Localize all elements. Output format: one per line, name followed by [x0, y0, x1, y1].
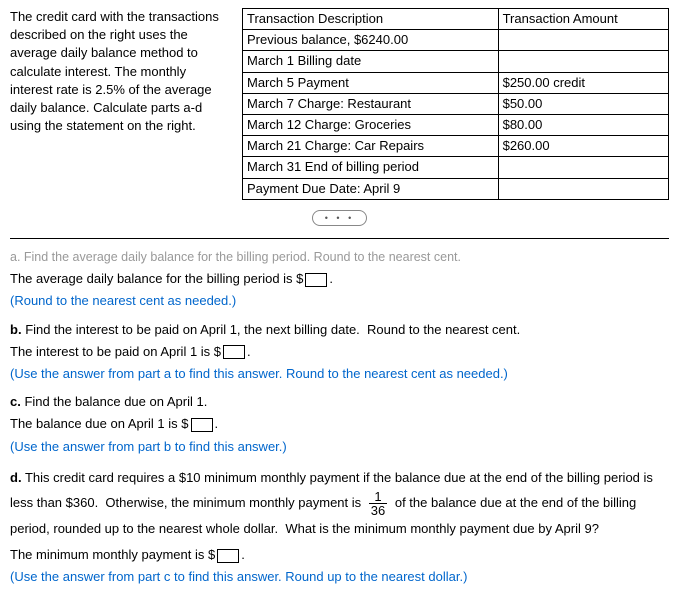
frac-num: 1	[369, 490, 387, 504]
th-desc: Transaction Description	[243, 9, 499, 30]
part-d-answer-line: The minimum monthly payment is $.	[10, 546, 669, 564]
problem-intro: The credit card with the transactions de…	[10, 8, 230, 200]
divider	[10, 238, 669, 239]
cell-desc: March 5 Payment	[243, 72, 499, 93]
part-d-prompt: d. d. This credit card requires a $10 mi…	[10, 466, 669, 542]
text: .	[247, 344, 251, 359]
text: The balance due on April 1 is $	[10, 416, 189, 431]
part-d: d. d. This credit card requires a $10 mi…	[10, 466, 669, 587]
part-a-hint: (Round to the nearest cent as needed.)	[10, 292, 669, 310]
cell-desc: Previous balance, $6240.00	[243, 30, 499, 51]
part-b-hint: (Use the answer from part a to find this…	[10, 365, 669, 383]
part-b-prompt: b. b. Find the interest to be paid on Ap…	[10, 321, 669, 339]
answer-input-a[interactable]	[305, 273, 327, 287]
transactions-table: Transaction Description Transaction Amou…	[242, 8, 669, 200]
table-row: March 31 End of billing period	[243, 157, 669, 178]
table-row: March 21 Charge: Car Repairs$260.00	[243, 136, 669, 157]
answer-input-b[interactable]	[223, 345, 245, 359]
more-icon[interactable]: • • •	[312, 210, 367, 226]
part-c-answer-line: The balance due on April 1 is $.	[10, 415, 669, 433]
cell-amt	[498, 51, 668, 72]
table-row: Payment Due Date: April 9	[243, 178, 669, 199]
cell-amt: $80.00	[498, 114, 668, 135]
answer-input-c[interactable]	[191, 418, 213, 432]
cell-amt	[498, 30, 668, 51]
cell-desc: Payment Due Date: April 9	[243, 178, 499, 199]
text: .	[329, 271, 333, 286]
table-row: Previous balance, $6240.00	[243, 30, 669, 51]
table-row: March 1 Billing date	[243, 51, 669, 72]
cell-desc: March 1 Billing date	[243, 51, 499, 72]
frac-den: 36	[369, 504, 387, 517]
part-c: c. Find the balance due on April 1. The …	[10, 393, 669, 456]
table-row: March 7 Charge: Restaurant$50.00	[243, 93, 669, 114]
cell-amt: $50.00	[498, 93, 668, 114]
table-row: March 12 Charge: Groceries$80.00	[243, 114, 669, 135]
part-c-prompt: c. Find the balance due on April 1.	[10, 393, 669, 411]
cell-amt	[498, 178, 668, 199]
text: The minimum monthly payment is $	[10, 547, 215, 562]
text: .	[241, 547, 245, 562]
text: .	[215, 416, 219, 431]
part-c-hint: (Use the answer from part b to find this…	[10, 438, 669, 456]
part-a: a. Find the average daily balance for th…	[10, 249, 669, 311]
cell-desc: March 12 Charge: Groceries	[243, 114, 499, 135]
part-d-hint: (Use the answer from part c to find this…	[10, 568, 669, 586]
th-amount: Transaction Amount	[498, 9, 668, 30]
text: The interest to be paid on April 1 is $	[10, 344, 221, 359]
cell-amt	[498, 157, 668, 178]
cell-desc: March 21 Charge: Car Repairs	[243, 136, 499, 157]
table-row: March 5 Payment$250.00 credit	[243, 72, 669, 93]
part-b-answer-line: The interest to be paid on April 1 is $.	[10, 343, 669, 361]
part-b: b. b. Find the interest to be paid on Ap…	[10, 321, 669, 384]
text: The average daily balance for the billin…	[10, 271, 303, 286]
answer-input-d[interactable]	[217, 549, 239, 563]
part-a-answer-line: The average daily balance for the billin…	[10, 270, 669, 288]
part-a-prompt: a. Find the average daily balance for th…	[10, 249, 669, 267]
cell-amt: $250.00 credit	[498, 72, 668, 93]
fraction: 1 36	[369, 490, 387, 517]
cell-desc: March 31 End of billing period	[243, 157, 499, 178]
cell-amt: $260.00	[498, 136, 668, 157]
cell-desc: March 7 Charge: Restaurant	[243, 93, 499, 114]
